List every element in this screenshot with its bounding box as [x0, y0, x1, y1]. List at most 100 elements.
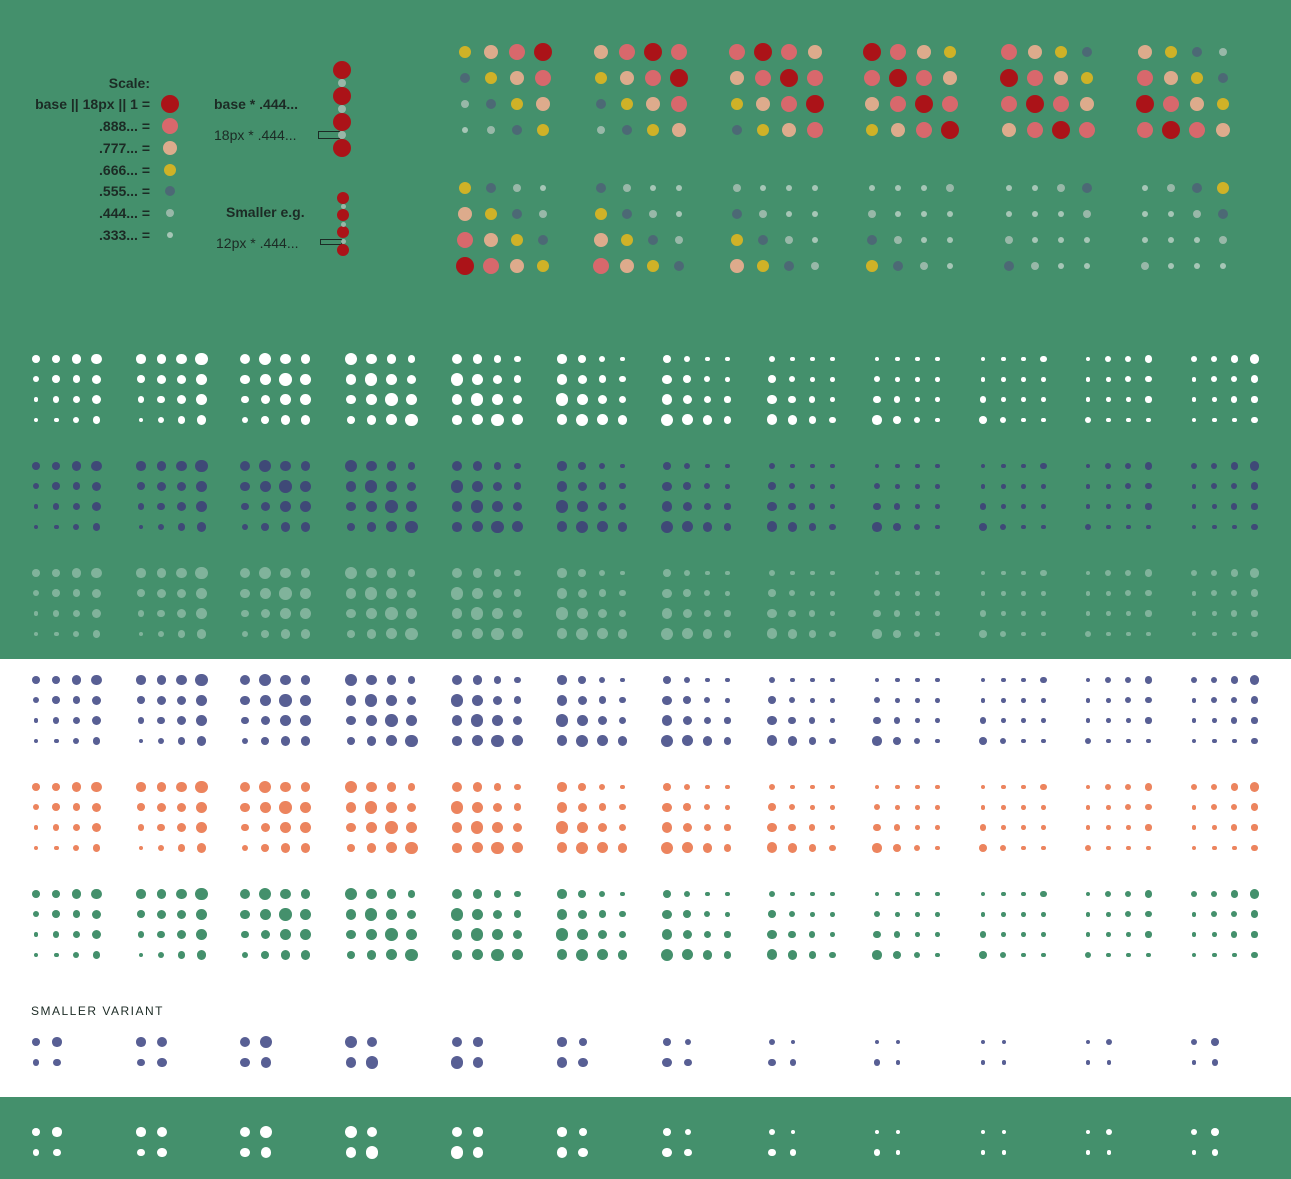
scale-dot — [1002, 123, 1016, 137]
green-dot — [557, 889, 567, 899]
navy-light-dot — [241, 716, 249, 725]
white-dot — [1000, 416, 1007, 423]
navy-light-dot — [32, 697, 40, 704]
green-dot — [175, 888, 187, 900]
coral-dot — [915, 804, 920, 810]
navy-light-dot — [300, 736, 311, 746]
white-dot — [346, 394, 356, 405]
coral-dot — [1232, 845, 1237, 851]
navy-dot — [788, 502, 797, 511]
faded-white-dot — [493, 569, 502, 577]
coral-dot — [1125, 783, 1132, 791]
green-dot — [872, 950, 882, 960]
navy-light-dot — [1191, 738, 1197, 744]
green-dot — [596, 949, 608, 961]
navy-dot — [1125, 462, 1132, 470]
green-dot — [72, 930, 81, 939]
navy-dot — [137, 482, 145, 491]
coral-dot — [768, 783, 776, 791]
navy-dot — [158, 523, 165, 530]
navy-light-dot — [33, 718, 39, 723]
navy-dot — [702, 522, 713, 532]
faded-white-dot — [91, 608, 102, 619]
faded-white-dot — [176, 608, 187, 619]
navy-dot — [915, 483, 920, 489]
navy-dot — [1000, 463, 1006, 469]
navy-dot — [1000, 504, 1006, 509]
scale-dot — [1163, 96, 1179, 112]
small-variant-white-dot — [1211, 1128, 1219, 1136]
scale-dot — [536, 97, 550, 111]
navy-light-dot — [830, 697, 835, 703]
scale-dot — [757, 124, 769, 136]
navy-light-dot — [407, 676, 416, 684]
white-dot — [661, 394, 673, 406]
white-dot — [386, 354, 397, 364]
navy-dot — [450, 480, 464, 493]
scale-dot — [811, 262, 819, 270]
coral-dot — [1191, 804, 1197, 810]
white-dot — [300, 373, 312, 385]
navy-dot — [1084, 523, 1092, 530]
scale-dot — [487, 126, 495, 134]
base-example-dot — [333, 139, 351, 157]
white-dot — [491, 413, 504, 427]
white-dot — [663, 355, 671, 363]
faded-white-dot — [491, 627, 504, 641]
faded-white-dot — [279, 587, 292, 600]
coral-dot — [156, 782, 166, 792]
navy-light-dot — [1211, 718, 1217, 723]
navy-light-dot — [365, 715, 377, 727]
scale-dot — [1027, 70, 1043, 86]
green-dot — [344, 887, 358, 901]
navy-dot — [703, 502, 712, 511]
navy-dot — [91, 501, 102, 512]
navy-light-dot — [73, 737, 80, 744]
navy-dot — [196, 501, 208, 513]
scale-dot — [1168, 263, 1174, 269]
green-dot — [491, 929, 503, 941]
navy-light-dot — [364, 694, 378, 707]
navy-dot — [493, 462, 502, 470]
green-dot — [279, 908, 292, 921]
green-dot — [768, 910, 776, 919]
coral-dot — [1191, 825, 1197, 830]
green-dot — [767, 929, 777, 940]
green-dot — [405, 948, 418, 962]
faded-white-dot — [470, 607, 484, 620]
green-dot — [176, 909, 187, 919]
navy-dot — [385, 500, 398, 513]
white-dot — [280, 415, 291, 425]
navy-dot — [52, 482, 61, 491]
faded-white-dot — [1105, 631, 1111, 637]
navy-light-dot — [53, 717, 60, 724]
navy-dot — [491, 501, 503, 513]
small-variant-white-dot — [895, 1129, 901, 1135]
white-dot — [1021, 376, 1026, 382]
white-dot — [52, 375, 61, 384]
navy-light-dot — [1041, 738, 1046, 744]
green-dot — [1191, 911, 1197, 917]
coral-dot — [91, 802, 102, 812]
navy-dot — [873, 483, 881, 490]
green-dot — [136, 889, 146, 899]
small-variant-dot — [662, 1057, 672, 1068]
scale-dot — [866, 260, 878, 272]
white-dot — [512, 394, 523, 405]
coral-dot — [598, 803, 607, 812]
green-dot — [365, 888, 377, 900]
navy-light-dot — [1146, 738, 1151, 744]
faded-white-dot — [1084, 630, 1092, 637]
navy-dot — [1145, 483, 1152, 490]
small-variant-white-dot — [1190, 1128, 1198, 1136]
navy-light-dot — [704, 697, 711, 704]
navy-dot — [684, 462, 691, 470]
navy-light-dot — [555, 714, 569, 727]
faded-white-dot — [1000, 590, 1006, 596]
green-dot — [259, 908, 271, 920]
green-dot — [725, 911, 730, 917]
faded-white-dot — [406, 588, 417, 598]
green-dot — [1000, 932, 1006, 937]
green-dot — [239, 888, 251, 900]
navy-dot — [789, 463, 795, 469]
